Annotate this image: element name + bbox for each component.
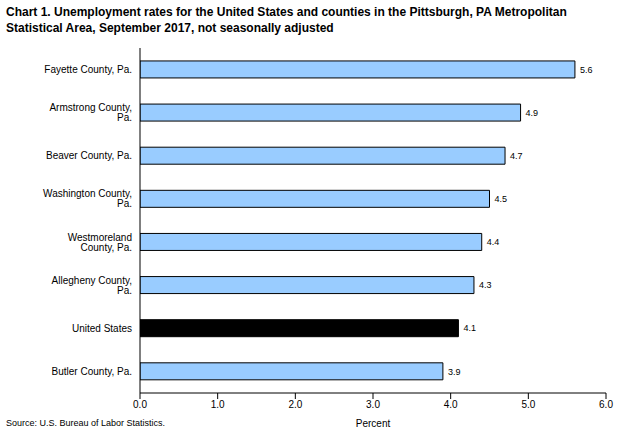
svg-text:4.7: 4.7 xyxy=(510,151,523,161)
svg-text:Fayette County, Pa.: Fayette County, Pa. xyxy=(44,64,132,75)
svg-text:Washington County,Pa.: Washington County,Pa. xyxy=(43,188,132,209)
svg-text:1.0: 1.0 xyxy=(211,399,225,410)
svg-text:4.0: 4.0 xyxy=(444,399,458,410)
svg-text:3.9: 3.9 xyxy=(448,367,461,377)
svg-text:Percent: Percent xyxy=(356,418,391,429)
svg-text:WestmorelandCounty, Pa.: WestmorelandCounty, Pa. xyxy=(68,232,132,253)
svg-text:4.9: 4.9 xyxy=(526,108,539,118)
svg-text:2.0: 2.0 xyxy=(288,399,302,410)
svg-text:Beaver County, Pa.: Beaver County, Pa. xyxy=(46,150,132,161)
svg-text:United States: United States xyxy=(72,323,132,334)
svg-text:4.3: 4.3 xyxy=(479,280,492,290)
svg-text:5.0: 5.0 xyxy=(521,399,535,410)
svg-text:0.0: 0.0 xyxy=(133,399,147,410)
svg-text:6.0: 6.0 xyxy=(599,399,613,410)
svg-text:Armstrong County,Pa.: Armstrong County,Pa. xyxy=(49,102,132,123)
svg-text:Butler County, Pa.: Butler County, Pa. xyxy=(52,366,132,377)
svg-text:4.1: 4.1 xyxy=(463,323,476,333)
svg-text:4.4: 4.4 xyxy=(487,237,500,247)
svg-text:3.0: 3.0 xyxy=(366,399,380,410)
svg-text:5.6: 5.6 xyxy=(580,65,593,75)
svg-text:4.5: 4.5 xyxy=(495,194,508,204)
html-text:Chart 1. Unemployment rates fo: Chart 1. Unemployment rates for the Unit… xyxy=(6,5,567,35)
svg-text:Allegheny County,Pa.: Allegheny County,Pa. xyxy=(52,275,132,296)
html-text:Source: U.S. Bureau of Labor S: Source: U.S. Bureau of Labor Statistics. xyxy=(6,418,166,428)
